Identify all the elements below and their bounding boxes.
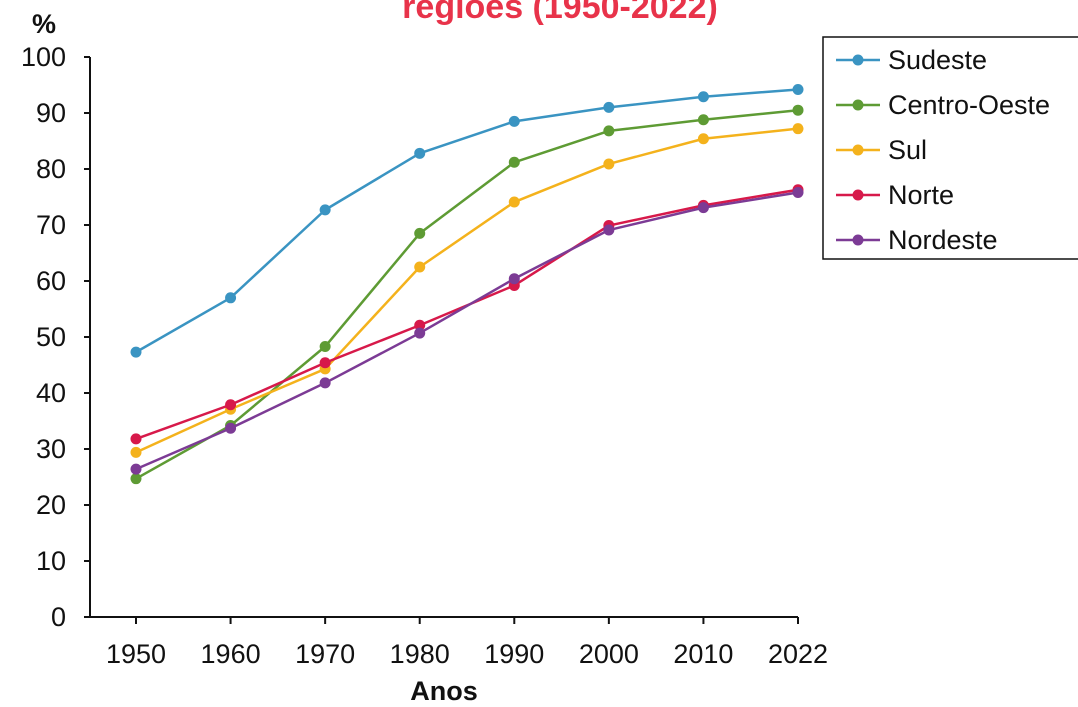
legend-label: Sudeste [888, 45, 987, 75]
y-tick-label: 0 [51, 602, 66, 632]
legend-item-sudeste: Sudeste [836, 45, 987, 75]
data-point-centro-oeste [603, 125, 615, 137]
y-ticks: 0 10 20 30 40 50 60 70 80 90 100 [21, 42, 90, 632]
x-tick-label: 1990 [484, 639, 544, 669]
x-tick-label: 2010 [673, 639, 733, 669]
data-point-sul [792, 123, 804, 135]
legend-marker [852, 54, 864, 66]
series-nordeste [130, 187, 804, 475]
series-centro-oeste [130, 104, 804, 485]
legend: Sudeste Centro-Oeste Sul Norte Nordeste [822, 36, 1078, 260]
data-point-centro-oeste [414, 227, 426, 239]
legend-label: Nordeste [888, 225, 998, 255]
data-point-sudeste [603, 101, 615, 113]
y-axis-unit: % [32, 9, 56, 39]
legend-marker [852, 99, 864, 111]
legend-item-norte: Norte [836, 180, 954, 210]
data-point-nordeste [508, 273, 520, 285]
x-tick-label: 2022 [768, 639, 828, 669]
data-point-sul [130, 446, 142, 458]
x-tick-label: 1960 [201, 639, 261, 669]
series-sudeste [130, 83, 804, 358]
legend-marker [852, 189, 864, 201]
series-group [130, 83, 804, 485]
data-point-nordeste [697, 202, 709, 214]
data-point-centro-oeste [697, 114, 709, 126]
data-point-sul [697, 133, 709, 145]
data-point-sul [508, 196, 520, 208]
data-point-sudeste [414, 147, 426, 159]
y-tick-label: 70 [36, 210, 66, 240]
data-point-norte [225, 399, 237, 411]
data-point-nordeste [603, 224, 615, 236]
legend-box [822, 36, 1078, 260]
series-sul [130, 123, 804, 458]
series-line-centro-oeste [135, 108, 799, 480]
x-ticks: 1950 1960 1970 1980 1990 2000 2010 2022 [106, 617, 828, 669]
y-tick-label: 60 [36, 266, 66, 296]
series-line-sudeste [135, 88, 799, 354]
legend-item-centro-oeste: Centro-Oeste [836, 90, 1050, 120]
data-point-centro-oeste [319, 341, 331, 353]
y-tick-label: 80 [36, 154, 66, 184]
x-tick-label: 1980 [390, 639, 450, 669]
x-tick-label: 1970 [295, 639, 355, 669]
data-point-nordeste [319, 377, 331, 389]
data-point-nordeste [130, 463, 142, 475]
y-tick-label: 30 [36, 434, 66, 464]
series-norte [130, 184, 804, 445]
data-point-norte [319, 357, 331, 369]
legend-marker [852, 144, 864, 156]
y-tick-label: 10 [36, 546, 66, 576]
data-point-sul [414, 261, 426, 273]
y-tick-label: 100 [21, 42, 66, 72]
legend-item-sul: Sul [836, 135, 927, 165]
data-point-centro-oeste [792, 104, 804, 116]
y-tick-label: 40 [36, 378, 66, 408]
chart-title: regiões (1950-2022) [402, 0, 718, 26]
x-tick-label: 2000 [579, 639, 639, 669]
data-point-norte [130, 433, 142, 445]
legend-label: Sul [888, 135, 927, 165]
series-line-norte [135, 188, 799, 441]
data-point-sudeste [508, 115, 520, 127]
data-point-nordeste [792, 187, 804, 199]
x-axis-label: Anos [410, 676, 478, 706]
series-line-sul [135, 127, 799, 454]
data-point-nordeste [414, 327, 426, 339]
data-point-centro-oeste [130, 473, 142, 485]
data-point-sudeste [697, 91, 709, 103]
legend-item-nordeste: Nordeste [836, 225, 998, 255]
y-tick-label: 90 [36, 98, 66, 128]
legend-marker [852, 234, 864, 246]
data-point-centro-oeste [508, 156, 520, 168]
data-point-sudeste [130, 346, 142, 358]
data-point-sul [603, 158, 615, 170]
y-tick-label: 50 [36, 322, 66, 352]
data-point-sudeste [319, 204, 331, 216]
legend-label: Norte [888, 180, 954, 210]
y-tick-label: 20 [36, 490, 66, 520]
legend-label: Centro-Oeste [888, 90, 1050, 120]
data-point-nordeste [225, 422, 237, 434]
data-point-sudeste [225, 292, 237, 304]
x-tick-label: 1950 [106, 639, 166, 669]
data-point-norte [414, 319, 426, 331]
series-line-nordeste [135, 191, 799, 471]
data-point-sudeste [792, 83, 804, 95]
